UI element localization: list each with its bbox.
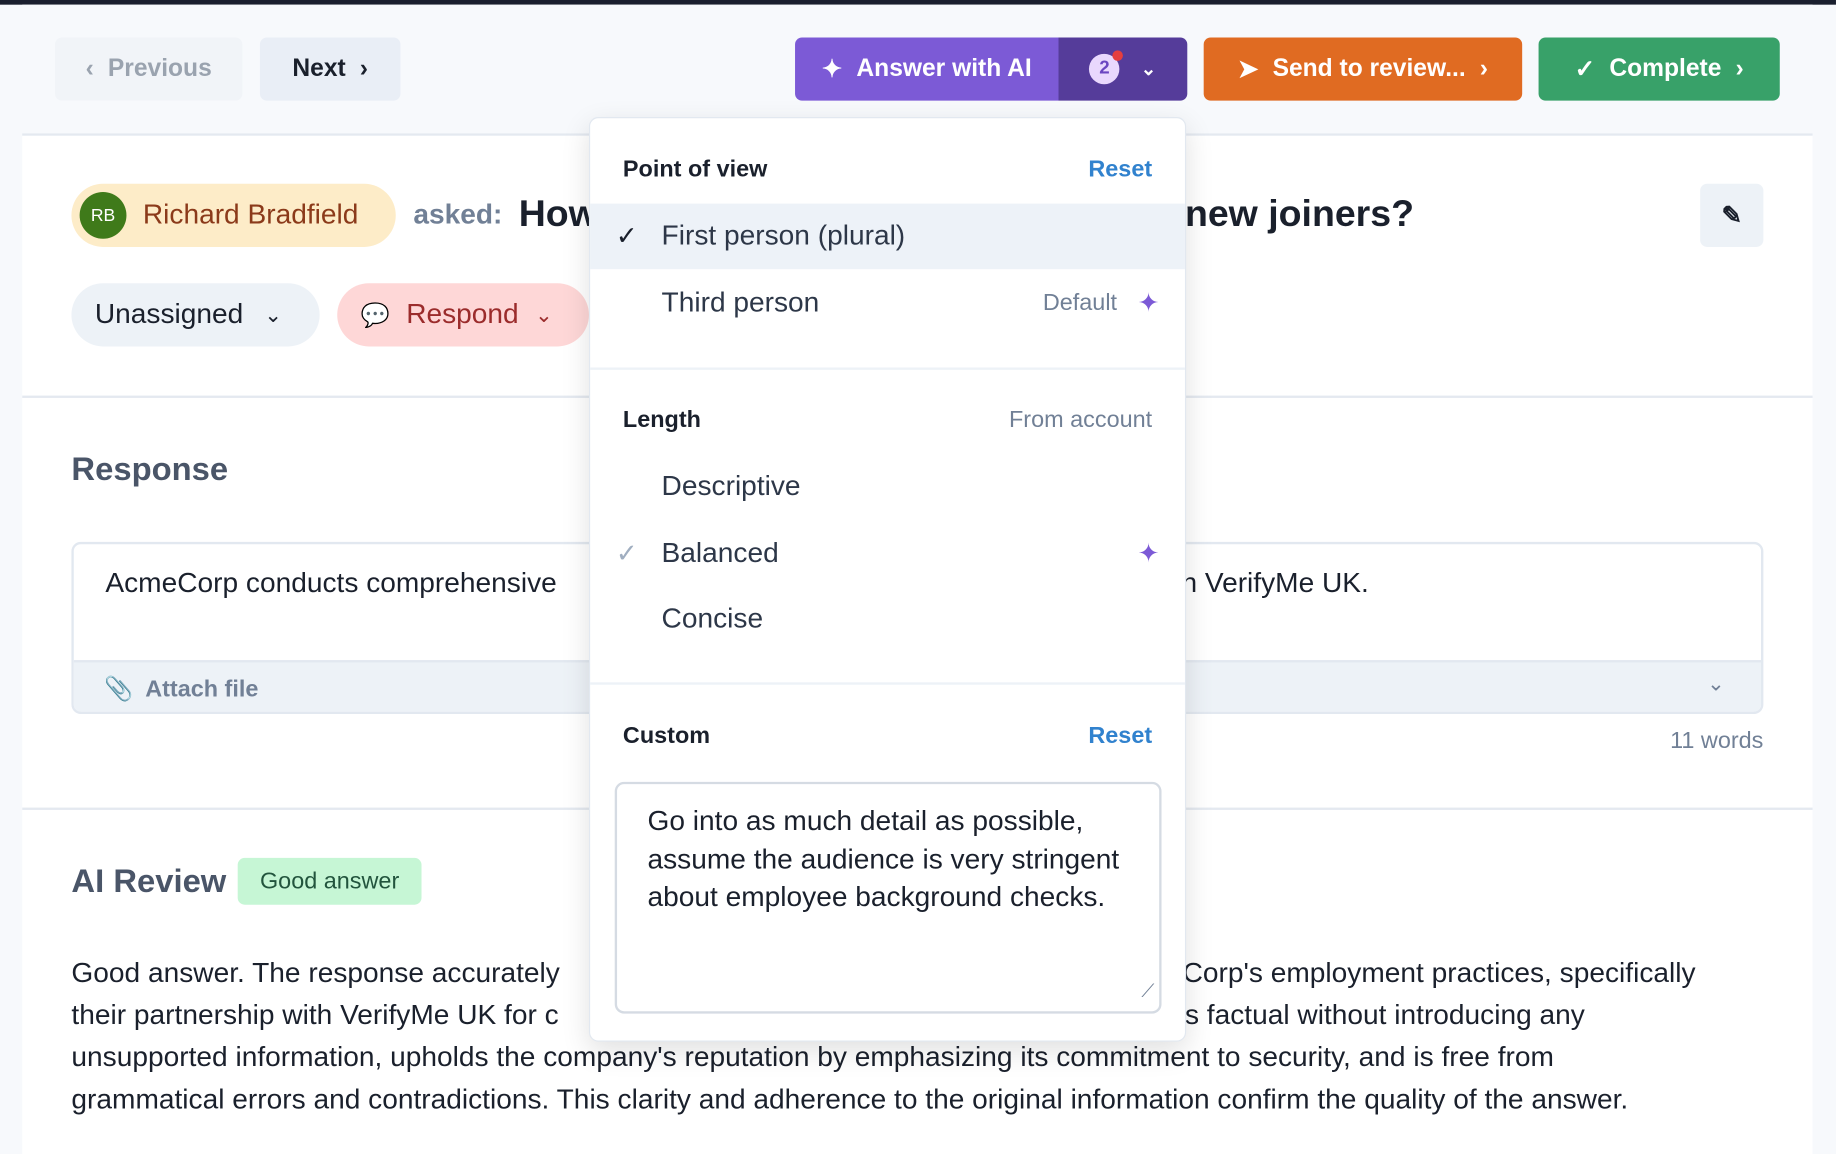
divider — [590, 367, 1185, 370]
option-balanced[interactable]: ✓ Balanced ✦ — [615, 537, 1160, 569]
length-heading: Length — [622, 407, 701, 434]
length-source-label: From account — [1009, 407, 1153, 434]
send-to-review-button[interactable]: ➤ Send to review... › — [1203, 37, 1523, 101]
sparkle-icon: ✦ — [821, 55, 843, 83]
resize-handle-icon[interactable]: ⟋ — [1141, 981, 1155, 1002]
sparkle-icon: ✦ — [1137, 538, 1160, 568]
chevron-left-icon: ‹ — [85, 55, 94, 82]
chevron-down-icon: ⌄ — [264, 302, 283, 326]
ai-options-menu: Point of view Reset ✓ First person (plur… — [588, 117, 1187, 1042]
chevron-right-icon: › — [359, 55, 368, 82]
previous-button[interactable]: ‹ Previous — [55, 37, 243, 101]
ai-review-heading: AI Review — [71, 862, 227, 899]
custom-reset-link[interactable]: Reset — [1088, 723, 1153, 750]
default-label: Default — [1042, 289, 1118, 316]
paperclip-icon: 📎 — [104, 676, 134, 703]
send-icon: ➤ — [1237, 55, 1259, 83]
avatar: RB — [79, 191, 127, 239]
point-of-view-heading: Point of view — [622, 156, 768, 183]
chevron-down-icon[interactable]: ⌄ — [1707, 671, 1725, 696]
edit-button[interactable]: ✎ — [1700, 183, 1764, 247]
pencil-icon: ✎ — [1721, 201, 1743, 229]
check-icon: ✓ — [1574, 55, 1596, 83]
ai-options-dropdown-button[interactable]: 2 ⌄ — [1058, 37, 1188, 101]
top-bar — [0, 0, 1836, 5]
word-count: 11 words — [1670, 727, 1764, 754]
question-title: How — [518, 191, 598, 235]
assignee-dropdown[interactable]: Unassigned ⌄ — [71, 283, 320, 347]
custom-heading: Custom — [622, 723, 711, 750]
option-third-person[interactable]: Third person Default ✦ — [661, 286, 1160, 319]
response-heading: Response — [71, 450, 229, 487]
custom-instructions-textarea[interactable]: Go into as much detail as possible, assu… — [614, 781, 1162, 1014]
complete-button[interactable]: ✓ Complete › — [1538, 37, 1780, 101]
review-text-line: Good answer. The response accurately — [71, 957, 560, 989]
divider — [590, 682, 1185, 685]
speech-bubble-icon: 💬 — [360, 302, 390, 329]
review-text-line: their partnership with VerifyMe UK for c — [71, 999, 559, 1032]
asker-name: Richard Bradfield — [142, 198, 359, 231]
check-icon: ✓ — [615, 221, 638, 251]
notification-dot — [1112, 50, 1124, 61]
next-button[interactable]: Next › — [259, 37, 401, 101]
question-title-end: new joiners? — [1184, 191, 1414, 235]
point-of-view-reset-link[interactable]: Reset — [1088, 156, 1153, 183]
status-dropdown[interactable]: 💬 Respond ⌄ — [337, 283, 589, 347]
answer-with-ai-button[interactable]: ✦ Answer with AI — [795, 37, 1059, 101]
asked-label: asked: — [413, 198, 503, 231]
option-descriptive[interactable]: Descriptive — [661, 470, 801, 503]
review-text-line: grammatical errors and contradictions. T… — [71, 1083, 1629, 1116]
chevron-right-icon: › — [1479, 55, 1488, 82]
chevron-right-icon: › — [1735, 55, 1744, 82]
asker-chip[interactable]: RB Richard Bradfield — [71, 183, 396, 247]
check-icon: ✓ — [615, 538, 638, 568]
options-count-badge: 2 — [1089, 50, 1124, 85]
review-text-line: Corp's employment practices, specificall… — [1182, 957, 1696, 989]
review-text-line: s factual without introducing any — [1184, 999, 1585, 1032]
review-badge: Good answer — [237, 857, 422, 905]
option-first-person-plural[interactable]: ✓ First person (plural) — [590, 203, 1185, 270]
option-concise[interactable]: Concise — [661, 602, 764, 635]
sparkle-icon: ✦ — [1137, 287, 1160, 318]
chevron-down-icon: ⌄ — [1140, 59, 1157, 80]
review-text-line: unsupported information, upholds the com… — [71, 1041, 1554, 1074]
attach-file-button[interactable]: Attach file — [145, 676, 259, 703]
chevron-down-icon: ⌄ — [535, 302, 553, 326]
